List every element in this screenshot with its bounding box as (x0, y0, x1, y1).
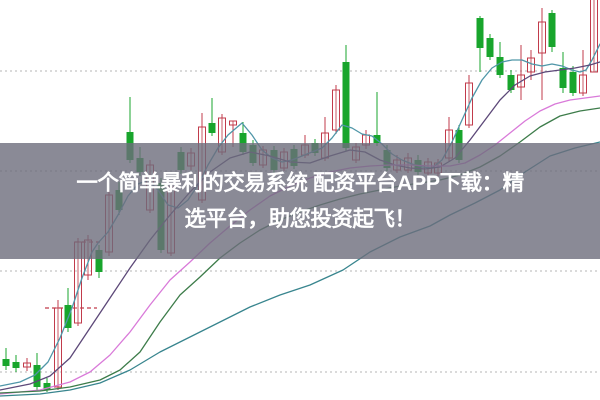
ad-banner-line2: 选平台，助您投资起飞！ (184, 207, 416, 231)
ad-banner-line1: 一个简单暴利的交易系统 配资平台APP下载：精 (76, 171, 524, 195)
ad-banner: 一个简单暴利的交易系统 配资平台APP下载：精 选平台，助您投资起飞！ (0, 143, 600, 259)
